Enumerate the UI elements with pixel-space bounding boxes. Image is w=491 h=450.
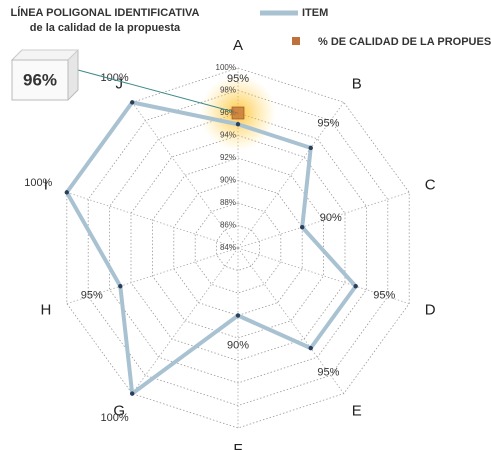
r-tick-label: 94% bbox=[220, 131, 236, 140]
axis-label: G bbox=[113, 402, 125, 419]
plot: ABCDEFGHIJ84%86%88%90%92%94%96%98%100%95… bbox=[24, 37, 435, 450]
callout-line bbox=[77, 69, 239, 114]
r-tick-label: 86% bbox=[220, 221, 236, 230]
grid-ring bbox=[109, 112, 367, 384]
r-tick-label: 98% bbox=[220, 86, 236, 95]
r-tick-label: 92% bbox=[220, 153, 236, 162]
point bbox=[308, 345, 313, 351]
grid-ring bbox=[194, 202, 282, 294]
value-label: 100% bbox=[100, 412, 128, 424]
r-tick-label: 90% bbox=[220, 176, 236, 185]
point bbox=[235, 313, 241, 318]
point bbox=[308, 145, 313, 151]
point bbox=[353, 284, 358, 289]
point bbox=[129, 100, 135, 105]
axis-label: D bbox=[425, 301, 436, 318]
callout-value: 96% bbox=[23, 70, 57, 89]
axis-label: J bbox=[116, 76, 124, 93]
point bbox=[129, 391, 135, 396]
point bbox=[64, 190, 70, 195]
value-label: 95% bbox=[317, 366, 339, 378]
r-tick-label: 84% bbox=[220, 243, 236, 252]
axis-label: F bbox=[233, 441, 242, 450]
legend-label: % DE CALIDAD DE LA PROPUEST bbox=[318, 36, 491, 48]
point bbox=[118, 284, 123, 289]
r-tick-label: 88% bbox=[220, 198, 236, 207]
value-label: 95% bbox=[81, 289, 103, 301]
value-label: 90% bbox=[227, 339, 249, 351]
r-tick-label: 96% bbox=[220, 108, 236, 117]
point bbox=[235, 122, 241, 127]
legend-label: ITEM bbox=[302, 7, 328, 19]
callout-top bbox=[10, 49, 80, 61]
grid-ring bbox=[216, 225, 260, 271]
quality-marker bbox=[231, 106, 245, 120]
axis-label: B bbox=[352, 76, 362, 93]
value-label: 95% bbox=[227, 73, 249, 85]
value-label: 100% bbox=[100, 72, 128, 84]
r-tick-label: 100% bbox=[216, 63, 236, 72]
value-label: 100% bbox=[24, 177, 52, 189]
value-label: 95% bbox=[373, 289, 395, 301]
axis-label: H bbox=[40, 301, 51, 318]
axis-label: C bbox=[425, 177, 436, 194]
value-label: 90% bbox=[320, 212, 342, 224]
chart-subtitle: de la calidad de la propuesta bbox=[30, 22, 181, 34]
chart-title: LÍNEA POLIGONAL IDENTIFICATIVA bbox=[10, 6, 199, 19]
axis-label: E bbox=[352, 402, 362, 419]
axis-label: A bbox=[233, 37, 243, 54]
value-label: 95% bbox=[317, 118, 339, 130]
grid-ring bbox=[173, 180, 303, 316]
legend-marker bbox=[292, 37, 300, 45]
callout-face bbox=[11, 59, 69, 101]
axis-label: I bbox=[44, 177, 48, 194]
point bbox=[299, 224, 305, 230]
